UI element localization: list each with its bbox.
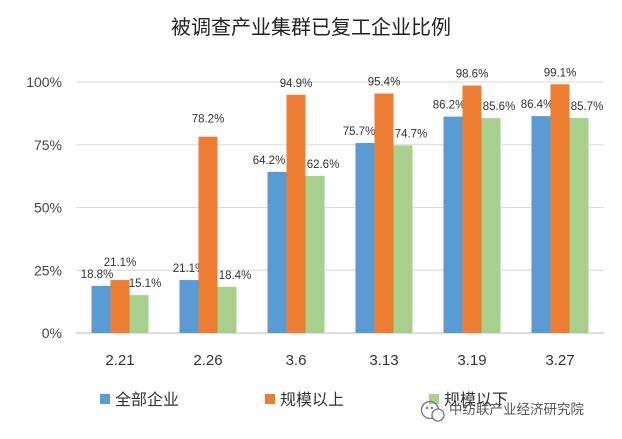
- data-label: 18.4%: [219, 270, 252, 282]
- legend-swatch: [429, 394, 439, 404]
- bar-2: [374, 93, 394, 334]
- bar-3: [305, 175, 325, 333]
- bar-3: [481, 118, 501, 333]
- y-tick-label: 75%: [34, 137, 62, 153]
- plot-area: 0%25%50%75%100%2.2118.8%21.1%15.1%2.2621…: [26, 67, 604, 369]
- bar-3: [217, 286, 237, 333]
- data-label: 99.1%: [544, 67, 577, 79]
- bar-3: [569, 117, 589, 333]
- bar-2: [462, 85, 482, 333]
- wechat-icon: [420, 400, 445, 422]
- data-label: 21.1%: [173, 263, 206, 275]
- bar-1: [267, 171, 287, 333]
- data-label: 15.1%: [129, 278, 162, 290]
- data-label: 95.4%: [368, 77, 401, 89]
- data-label: 85.7%: [571, 101, 604, 113]
- watermark-text: 中纺联产业经济研究院: [449, 402, 584, 418]
- data-label: 78.2%: [192, 114, 225, 126]
- legend-swatch: [265, 394, 275, 404]
- y-tick-label: 50%: [34, 200, 62, 216]
- y-tick-label: 0%: [42, 325, 62, 341]
- chart-title: 被调查产业集群已复工企业比例: [171, 15, 451, 39]
- bar-1: [179, 280, 199, 333]
- data-label: 86.2%: [433, 100, 466, 112]
- y-tick-label: 25%: [34, 262, 62, 278]
- data-label: 85.6%: [483, 101, 516, 113]
- bar-1: [443, 116, 463, 333]
- legend-label: 规模以上: [280, 390, 344, 409]
- bar-1: [531, 116, 551, 333]
- legend-label: 全部企业: [115, 390, 179, 409]
- x-tick-label: 3.27: [545, 352, 574, 369]
- y-tick-label: 100%: [26, 74, 62, 90]
- bar-2: [198, 136, 218, 333]
- bar-3: [129, 295, 149, 333]
- bar-1: [91, 285, 111, 333]
- data-label: 18.8%: [81, 269, 114, 281]
- data-label: 98.6%: [456, 69, 489, 81]
- data-label: 75.7%: [343, 126, 376, 138]
- x-tick-label: 2.26: [193, 352, 222, 369]
- bar-2: [550, 84, 570, 333]
- data-label: 74.7%: [395, 129, 428, 141]
- bar-3: [393, 145, 413, 333]
- x-tick-label: 2.21: [105, 352, 134, 369]
- legend-label: 规模以下: [444, 390, 508, 409]
- legend: 全部企业 规模以上 规模以下: [100, 390, 508, 409]
- data-label: 64.2%: [253, 155, 286, 167]
- data-label: 21.1%: [104, 257, 137, 269]
- data-label: 94.9%: [280, 78, 313, 90]
- x-tick-label: 3.13: [369, 352, 398, 369]
- x-tick-label: 3.6: [286, 352, 307, 369]
- legend-swatch: [100, 394, 110, 404]
- data-label: 62.6%: [307, 159, 340, 171]
- watermark: 中纺联产业经济研究院: [420, 400, 584, 422]
- bar-1: [355, 142, 375, 333]
- data-label: 86.4%: [521, 99, 554, 111]
- bar-2: [110, 280, 130, 333]
- x-tick-label: 3.19: [457, 352, 486, 369]
- bar-2: [286, 94, 306, 334]
